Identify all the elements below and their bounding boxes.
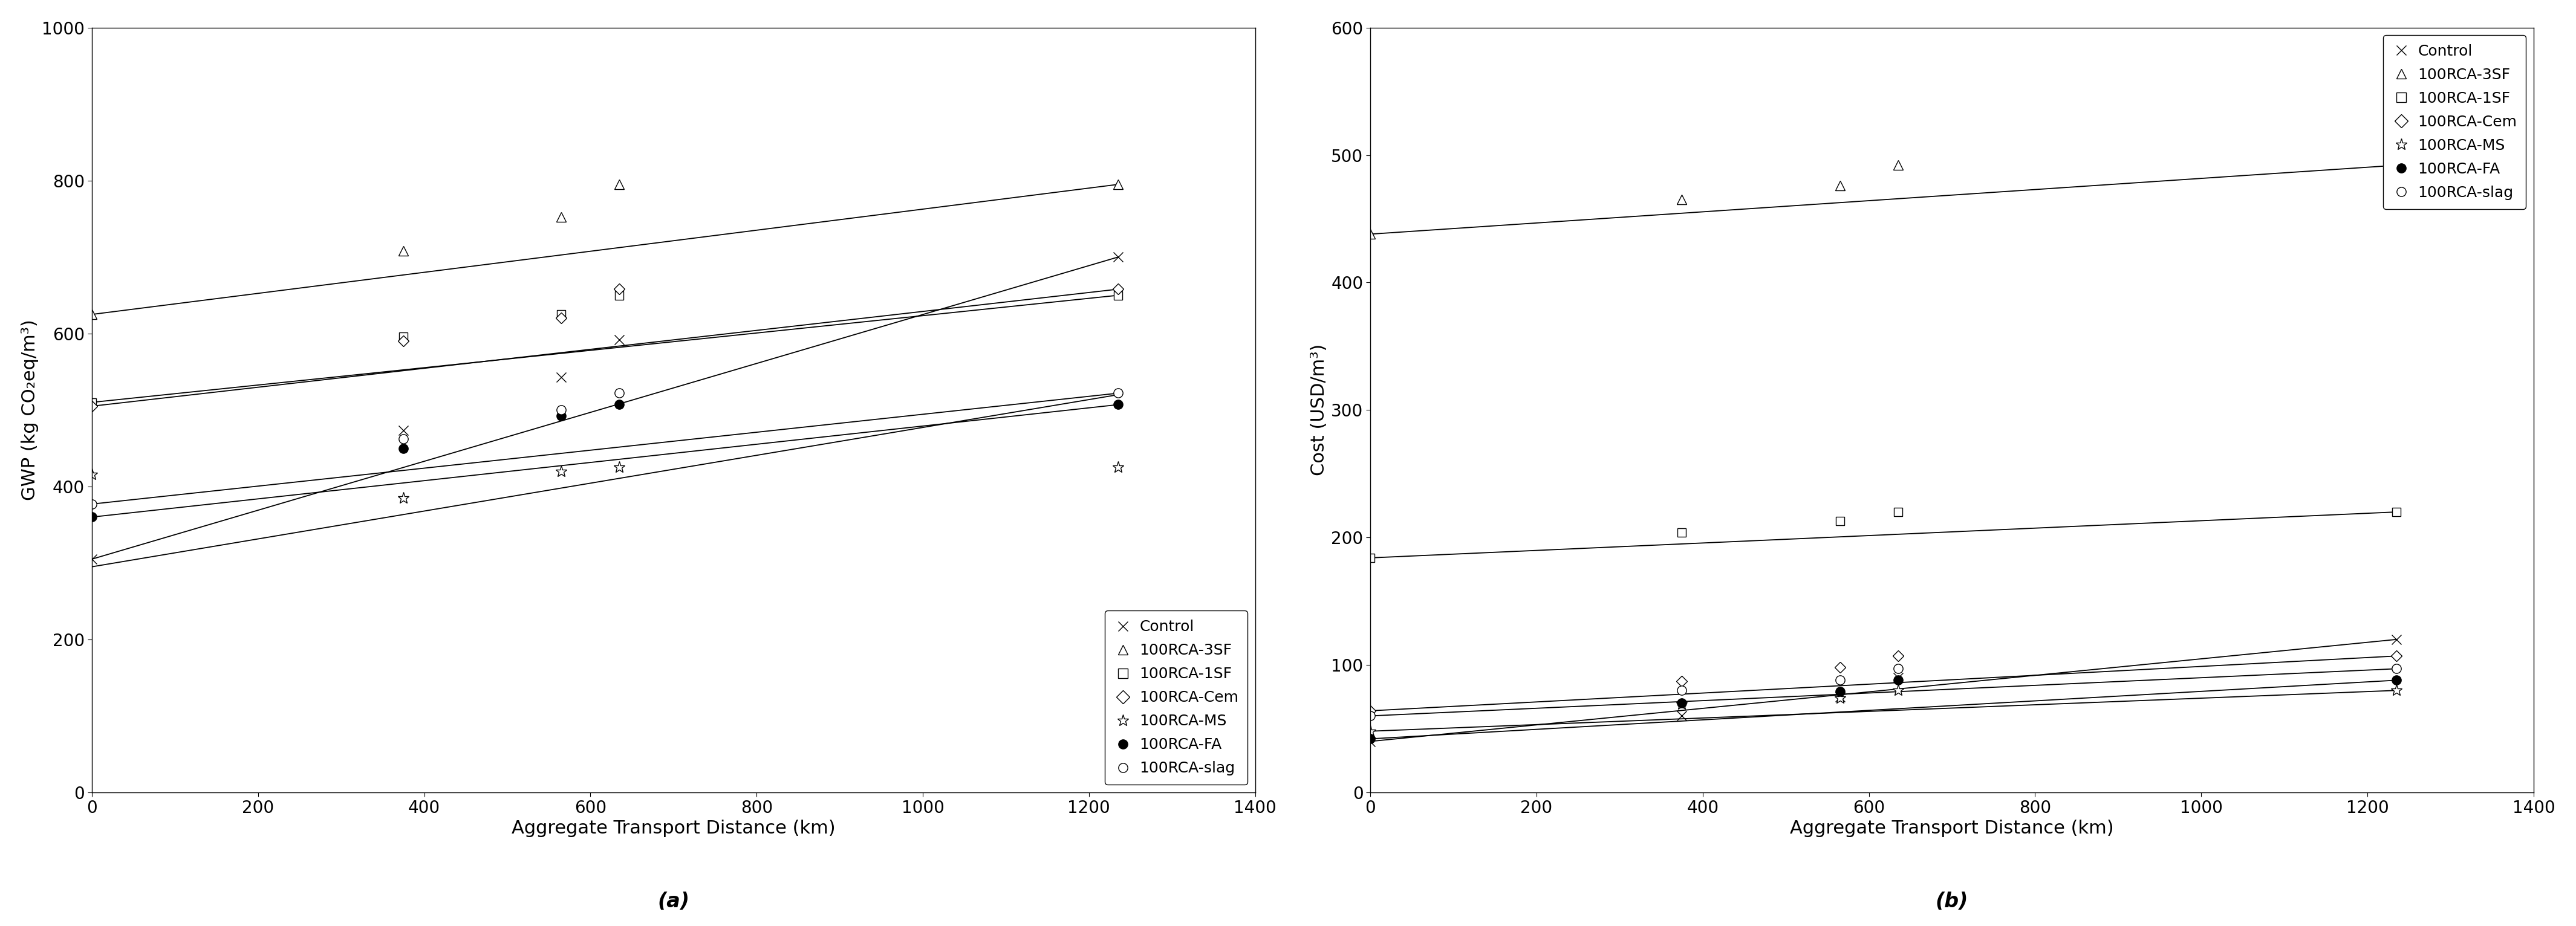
X-axis label: Aggregate Transport Distance (km): Aggregate Transport Distance (km) [513, 820, 835, 837]
X-axis label: Aggregate Transport Distance (km): Aggregate Transport Distance (km) [1790, 820, 2115, 837]
Y-axis label: Cost (USD/m³): Cost (USD/m³) [1311, 344, 1327, 476]
Legend: Control, 100RCA-3SF, 100RCA-1SF, 100RCA-Cem, 100RCA-MS, 100RCA-FA, 100RCA-slag: Control, 100RCA-3SF, 100RCA-1SF, 100RCA-… [1105, 611, 1247, 785]
Y-axis label: GWP (kg CO₂eq/m³): GWP (kg CO₂eq/m³) [21, 319, 39, 501]
Text: (a): (a) [657, 892, 690, 912]
Text: (b): (b) [1935, 892, 1968, 912]
Legend: Control, 100RCA-3SF, 100RCA-1SF, 100RCA-Cem, 100RCA-MS, 100RCA-FA, 100RCA-slag: Control, 100RCA-3SF, 100RCA-1SF, 100RCA-… [2383, 35, 2527, 209]
